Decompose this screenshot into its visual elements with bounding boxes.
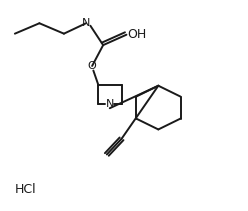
Text: OH: OH [128, 28, 147, 41]
Text: N: N [106, 99, 114, 110]
Text: O: O [88, 61, 96, 71]
Text: HCl: HCl [15, 183, 36, 196]
Text: N: N [82, 18, 90, 28]
